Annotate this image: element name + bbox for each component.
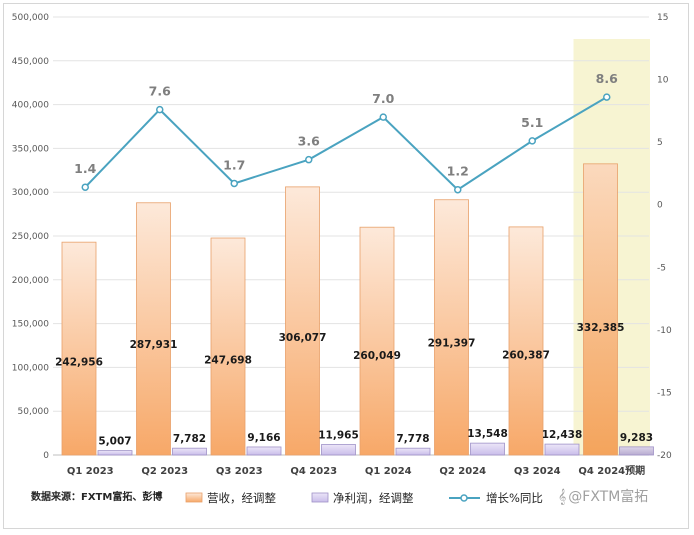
net-profit-data-label: 7,782 <box>173 433 206 445</box>
growth-line <box>84 96 608 191</box>
growth-data-label: 5.1 <box>521 115 543 130</box>
net-profit-data-label: 13,548 <box>467 428 508 440</box>
legend-growth-label: 增长%同比 <box>486 491 543 505</box>
y-right-tick-label: 10 <box>657 76 669 86</box>
revenue-data-label: 242,956 <box>55 356 103 368</box>
revenue-data-label: 291,397 <box>428 338 476 350</box>
revenue-profit-growth-chart: 0 50,000 100,000 150,000 200,000 250,000 300,0… <box>12 13 672 505</box>
net-profit-bar <box>544 443 580 456</box>
y-right-tick-label: -15 <box>657 388 672 398</box>
y-left-tick-label: 450,000 <box>12 57 49 67</box>
y-right-tick-label: -20 <box>657 451 672 461</box>
revenue-bar <box>136 202 171 456</box>
net-profit-bar <box>470 442 505 456</box>
revenue-bar <box>210 237 246 456</box>
category-label: Q1 2023 <box>67 466 114 477</box>
growth-point <box>305 155 313 164</box>
legend-net-profit-label: 净利润，经调整 <box>333 491 414 505</box>
watermark-logo-icon: 𝄞 <box>558 489 567 505</box>
revenue-data-label: 332,385 <box>577 322 625 334</box>
category-label: Q4 2024预期 <box>578 464 645 477</box>
growth-data-label: 7.6 <box>149 84 171 99</box>
y-right-tick-label: 15 <box>657 13 668 23</box>
chart-frame: 0 50,000 100,000 150,000 200,000 250,000 300,0… <box>3 3 689 529</box>
y-left-tick-label: 400,000 <box>12 101 49 111</box>
revenue-data-label: 260,049 <box>353 350 401 362</box>
watermark-text: @FXTM富拓 <box>568 489 649 505</box>
growth-point <box>81 183 89 191</box>
net-profit-data-label: 9,166 <box>247 432 280 444</box>
category-label: Q3 2024 <box>514 466 561 477</box>
y-right-tick-label: 0 <box>657 201 663 211</box>
category-label: Q2 2024 <box>439 466 486 477</box>
y-right-tick-label: -10 <box>657 326 672 336</box>
category-label: Q4 2023 <box>290 466 337 477</box>
net-profit-bar <box>246 446 282 456</box>
growth-point <box>603 93 611 101</box>
growth-data-label: 8.6 <box>596 71 618 86</box>
revenue-bar <box>508 226 544 456</box>
revenue-data-label: 287,931 <box>130 339 178 351</box>
revenue-bar <box>583 163 618 456</box>
legend-revenue-swatch <box>185 492 203 503</box>
growth-point <box>454 185 462 194</box>
net-profit-bar <box>395 447 431 456</box>
net-profit-bar <box>321 444 356 456</box>
net-profit-bar <box>619 446 654 456</box>
growth-point <box>379 113 387 121</box>
revenue-data-label: 247,698 <box>204 355 252 367</box>
growth-data-label: 7.0 <box>372 91 394 106</box>
revenue-data-label: 306,077 <box>279 332 327 344</box>
y-left-tick-label: 500,000 <box>12 13 49 23</box>
legend-revenue-label: 营收，经调整 <box>207 491 276 505</box>
revenue-data-label: 260,387 <box>502 350 550 362</box>
y-left-tick-label: 150,000 <box>12 320 49 330</box>
y-left-tick-label: 0 <box>43 451 49 461</box>
net-profit-data-label: 9,283 <box>620 432 653 444</box>
y-left-tick-label: 250,000 <box>12 232 49 242</box>
y-left-tick-label: 300,000 <box>12 188 49 198</box>
growth-data-label: 1.4 <box>74 161 96 176</box>
y-right-tick-label: 5 <box>657 138 663 148</box>
watermark: 𝄞 @FXTM富拓 <box>558 486 648 506</box>
growth-data-label: 1.2 <box>447 164 469 179</box>
legend-net-profit-swatch <box>311 492 329 503</box>
source-note: 数据来源：FXTM富拓、彭博 <box>31 492 163 503</box>
y-left-tick-label: 350,000 <box>12 144 49 154</box>
growth-data-label: 1.7 <box>223 157 245 172</box>
growth-data-label: 3.6 <box>298 134 320 149</box>
revenue-bar <box>285 186 320 456</box>
category-label: Q3 2023 <box>216 466 263 477</box>
y-left-tick-label: 100,000 <box>12 363 49 373</box>
y-left-tick-label: 50,000 <box>18 407 50 417</box>
growth-point <box>528 137 536 145</box>
category-label: Q1 2024 <box>365 466 412 477</box>
y-right-tick-label: -5 <box>657 263 666 273</box>
net-profit-bar <box>97 450 133 456</box>
revenue-bar <box>359 226 395 456</box>
net-profit-data-label: 12,438 <box>542 429 583 441</box>
growth-point <box>230 179 238 188</box>
y-left-tick-label: 200,000 <box>12 276 49 286</box>
revenue-bar <box>434 199 469 456</box>
category-label: Q2 2023 <box>141 466 188 477</box>
legend-growth-marker <box>460 494 468 502</box>
net-profit-data-label: 5,007 <box>98 436 131 448</box>
revenue-bar <box>61 241 97 456</box>
net-profit-data-label: 7,778 <box>396 433 429 445</box>
net-profit-bar <box>172 447 207 456</box>
growth-point <box>156 105 164 114</box>
net-profit-data-label: 11,965 <box>318 430 359 442</box>
